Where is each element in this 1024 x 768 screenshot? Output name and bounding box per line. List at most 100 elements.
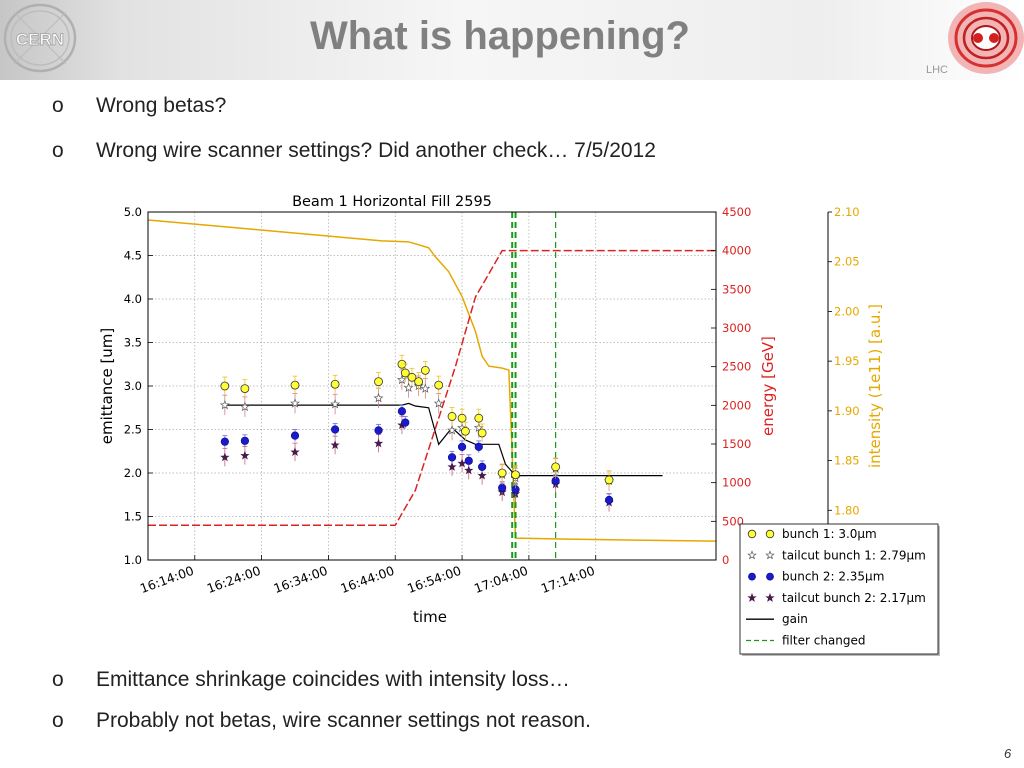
intensity-tick-label: 1.95 bbox=[834, 354, 860, 368]
bunch2-point bbox=[498, 483, 507, 492]
page-number: 6 bbox=[1004, 746, 1012, 761]
tailcut-bunch2-point bbox=[447, 462, 457, 471]
cern-logo: CERN bbox=[2, 2, 78, 74]
energy-tick-label: 1000 bbox=[722, 476, 751, 490]
intensity-tick-label: 1.85 bbox=[834, 454, 860, 468]
y-tick-label: 1.0 bbox=[124, 553, 142, 567]
bullet-wire-scanner: Wrong wire scanner settings? Did another… bbox=[96, 139, 656, 162]
tailcut-bunch2-point bbox=[240, 450, 250, 460]
intensity-tick-label: 2.00 bbox=[834, 304, 860, 318]
legend-box bbox=[739, 523, 939, 655]
y-tick-label: 2.0 bbox=[124, 466, 142, 480]
bunch1-point bbox=[604, 475, 614, 485]
x-tick-label: 16:24:00 bbox=[205, 563, 263, 596]
bunch1-point bbox=[497, 468, 507, 478]
tailcut-bunch2-point bbox=[220, 452, 230, 462]
lhc-logo bbox=[940, 0, 1024, 80]
bunch2-point bbox=[240, 436, 249, 445]
legend-marker-tailcut1 bbox=[765, 550, 775, 560]
y-tick-label: 1.5 bbox=[124, 510, 142, 524]
bullet-marker: o bbox=[52, 94, 64, 117]
bunch1-point bbox=[477, 428, 487, 438]
x-tick-label: 17:04:00 bbox=[472, 563, 530, 596]
legend-label: filter changed bbox=[782, 634, 866, 648]
legend-marker-tailcut1 bbox=[747, 550, 757, 560]
bullet-marker: o bbox=[52, 668, 64, 691]
tailcut-bunch1-point bbox=[239, 401, 250, 412]
energy-tick-label: 500 bbox=[722, 514, 744, 528]
bunch1-point bbox=[457, 413, 467, 423]
energy-tick-label: 3500 bbox=[722, 282, 751, 296]
bunch2-point bbox=[401, 418, 410, 427]
energy-tick-label: 1500 bbox=[722, 437, 751, 451]
bunch2-point bbox=[447, 453, 457, 462]
legend-label: bunch 2: 2.35μm bbox=[782, 570, 884, 584]
intensity-tick-label: 2.10 bbox=[834, 205, 860, 219]
bunch1-point bbox=[374, 377, 383, 387]
bunch2-point bbox=[397, 407, 407, 416]
y-axis-label-energy: energy [GeV] bbox=[759, 336, 777, 436]
x-tick-label: 16:54:00 bbox=[405, 563, 463, 596]
legend-marker-bunch1 bbox=[747, 529, 757, 539]
header-band bbox=[0, 0, 1024, 80]
intensity-line bbox=[147, 219, 717, 542]
tailcut-bunch1-point bbox=[447, 425, 457, 435]
bunch1-point bbox=[400, 368, 410, 378]
legend-marker-tailcut2 bbox=[765, 593, 775, 602]
bunch2-point bbox=[464, 456, 473, 465]
bunch2-point bbox=[220, 437, 229, 446]
bullet-probably-not-betas: Probably not betas, wire scanner setting… bbox=[96, 709, 591, 732]
tailcut-bunch1-point bbox=[330, 399, 341, 409]
tailcut-bunch2-point bbox=[290, 447, 300, 457]
energy-tick-label: 4000 bbox=[722, 244, 751, 258]
bunch1-point bbox=[474, 413, 484, 423]
bunch1-point bbox=[414, 377, 424, 387]
bunch1-point bbox=[420, 365, 430, 375]
y-tick-label: 4.5 bbox=[124, 249, 142, 263]
emittance-chart: 1.0 1.5 2.0 2.5 3.0 3.5 4.0 4.5 5.0 0 500 1000 1500 2… bbox=[98, 194, 940, 656]
legend-label: tailcut bunch 2: 2.17μm bbox=[782, 591, 926, 605]
tailcut-bunch1-point bbox=[373, 392, 384, 403]
bunch2-point bbox=[474, 442, 483, 452]
x-tick-label: 16:14:00 bbox=[138, 563, 196, 596]
x-tick-label: 17:14:00 bbox=[539, 563, 597, 596]
energy-tick-label: 0 bbox=[722, 553, 729, 567]
bunch2-point bbox=[478, 462, 487, 472]
slide-title: What is happening? bbox=[310, 14, 690, 58]
legend-marker-tailcut2 bbox=[747, 593, 757, 602]
tailcut-bunch1-point bbox=[290, 398, 300, 408]
energy-tick-label: 4500 bbox=[722, 205, 751, 219]
bunch1-point bbox=[511, 470, 520, 480]
energy-tick-label: 2000 bbox=[722, 398, 751, 412]
y-tick-label: 5.0 bbox=[124, 205, 142, 219]
svg-text:CERN: CERN bbox=[16, 30, 64, 49]
x-tick-label: 16:34:00 bbox=[272, 563, 330, 596]
legend-label: tailcut bunch 1: 2.79μm bbox=[782, 548, 926, 562]
y-axis-label-intensity: intensity (1e11) [a.u.] bbox=[866, 304, 884, 468]
bullet-marker: o bbox=[52, 709, 64, 732]
tailcut-bunch1-point bbox=[420, 383, 431, 393]
bunch1-point bbox=[434, 380, 444, 390]
bunch1-point bbox=[407, 372, 417, 382]
bunch2-point bbox=[457, 442, 467, 452]
legend-marker-bunch1 bbox=[765, 529, 775, 539]
x-tick-label: 16:44:00 bbox=[338, 563, 396, 596]
lhc-label: LHC bbox=[926, 64, 949, 76]
legend-marker-bunch2 bbox=[748, 572, 756, 581]
tailcut-bunch2-point bbox=[464, 465, 474, 475]
bullet-marker: o bbox=[52, 139, 64, 162]
y-tick-label: 4.0 bbox=[124, 292, 142, 306]
energy-tick-label: 2500 bbox=[722, 360, 751, 374]
y-tick-label: 3.5 bbox=[124, 336, 142, 350]
tailcut-bunch1-point bbox=[403, 382, 414, 392]
x-axis-label: time bbox=[413, 608, 447, 626]
intensity-tick-label: 2.05 bbox=[834, 255, 860, 269]
legend-label: bunch 1: 3.0μm bbox=[782, 527, 877, 541]
bunch1-point bbox=[447, 412, 457, 421]
tailcut-bunch2-point bbox=[477, 470, 487, 480]
bullet-emittance-shrinkage: Emittance shrinkage coincides with inten… bbox=[96, 668, 570, 691]
bunch1-point bbox=[220, 381, 230, 391]
intensity-tick-label: 1.90 bbox=[834, 404, 860, 418]
bullet-wrong-betas: Wrong betas? bbox=[96, 94, 227, 117]
y-tick-label: 3.0 bbox=[124, 379, 142, 393]
